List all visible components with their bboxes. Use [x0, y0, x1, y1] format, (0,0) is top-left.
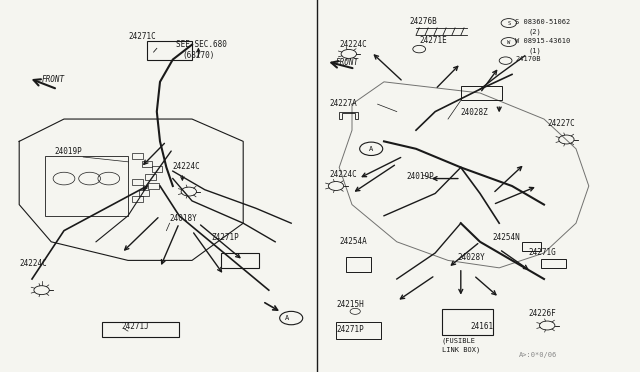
Text: 24271C: 24271C: [128, 32, 156, 41]
Text: 24018Y: 24018Y: [170, 214, 197, 223]
Text: S: S: [507, 20, 511, 26]
Bar: [346, 257, 371, 272]
Text: FRONT: FRONT: [336, 58, 359, 67]
Text: 24224C: 24224C: [173, 162, 200, 171]
Text: (FUSIBLE: (FUSIBLE: [442, 337, 476, 344]
Text: 24019P: 24019P: [406, 171, 434, 180]
Text: A: A: [369, 146, 373, 152]
Text: 24028Z: 24028Z: [461, 108, 488, 117]
Text: (1): (1): [528, 47, 541, 54]
Text: 24224C: 24224C: [339, 39, 367, 48]
Text: 24271G: 24271G: [528, 248, 556, 257]
Text: 24227C: 24227C: [547, 119, 575, 128]
Text: S 08360-51062: S 08360-51062: [515, 19, 570, 25]
Bar: [541, 259, 566, 268]
Bar: [461, 86, 502, 100]
Text: Z4271P: Z4271P: [211, 233, 239, 242]
Text: 24271J: 24271J: [122, 322, 149, 331]
Text: (2): (2): [528, 29, 541, 35]
Text: 24276B: 24276B: [410, 17, 437, 26]
Text: A>:0*0/06: A>:0*0/06: [518, 352, 557, 358]
Text: 24271P: 24271P: [336, 325, 364, 334]
Bar: [102, 322, 179, 337]
Text: 24254A: 24254A: [339, 237, 367, 246]
Text: 24028Y: 24028Y: [458, 253, 485, 262]
Text: 24170B: 24170B: [515, 57, 541, 62]
Bar: [147, 41, 192, 60]
Text: 24227A: 24227A: [330, 99, 357, 108]
Text: 24226F: 24226F: [528, 309, 556, 318]
Bar: [522, 242, 541, 251]
Bar: [221, 253, 259, 268]
Text: 24161: 24161: [470, 322, 493, 331]
Text: 24019P: 24019P: [54, 147, 82, 156]
Text: (68270): (68270): [182, 51, 215, 60]
Text: 24224C: 24224C: [330, 170, 357, 179]
Text: SEE SEC.680: SEE SEC.680: [176, 39, 227, 48]
Text: 24224C: 24224C: [19, 259, 47, 268]
Text: 24271E: 24271E: [419, 36, 447, 45]
Text: FRONT: FRONT: [42, 75, 65, 84]
Text: W: W: [507, 39, 511, 45]
Bar: [442, 309, 493, 335]
Text: W 08915-43610: W 08915-43610: [515, 38, 570, 44]
Text: 24215H: 24215H: [336, 300, 364, 309]
Text: 24254N: 24254N: [493, 233, 520, 242]
Text: A: A: [285, 315, 289, 321]
Text: LINK BOX): LINK BOX): [442, 347, 480, 353]
Bar: [336, 322, 381, 339]
